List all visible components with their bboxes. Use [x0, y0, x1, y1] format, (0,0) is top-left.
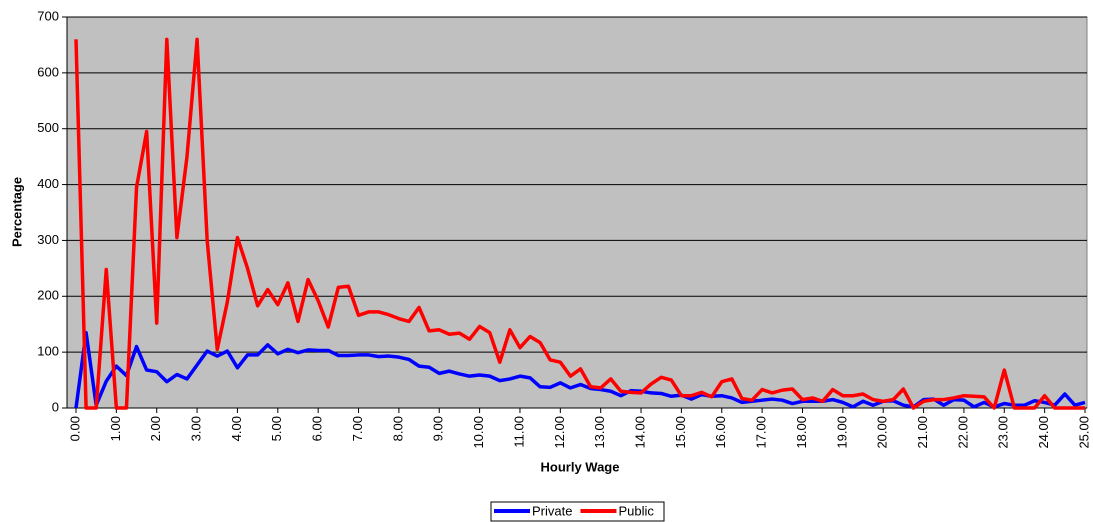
x-tick-label: 5.00: [269, 416, 284, 441]
plot-area: [66, 16, 1088, 409]
x-tick-label: 18.00: [794, 416, 809, 449]
x-tick-label: 14.00: [632, 416, 647, 449]
x-tick-label: 24.00: [1036, 416, 1051, 449]
x-tick-label: 13.00: [592, 416, 607, 449]
x-tick-label: 22.00: [955, 416, 970, 449]
x-tick-label: 16.00: [713, 416, 728, 449]
x-tick-label: 12.00: [552, 416, 567, 449]
x-tick-label: 11.00: [511, 416, 526, 448]
x-tick-label: 15.00: [673, 416, 688, 449]
y-tick-label: 200: [37, 288, 59, 303]
x-tick-label: 19.00: [834, 416, 849, 449]
x-tick-label: 21.00: [915, 416, 930, 449]
x-tick-label: 1.00: [108, 416, 123, 441]
y-tick-label: 600: [37, 64, 59, 79]
y-tick-label: 0: [52, 399, 59, 414]
line-series: [74, 37, 1085, 410]
x-axis-title: Hourly Wage: [541, 459, 620, 474]
x-tick-label: 6.00: [310, 416, 325, 441]
y-axis-title: Percentage: [9, 177, 24, 247]
legend: [490, 501, 665, 522]
x-tick-label: 8.00: [390, 416, 405, 441]
y-tick-label: 400: [37, 176, 59, 191]
x-tick-label: 17.00: [754, 416, 769, 449]
x-tick-label: 2.00: [148, 416, 163, 441]
x-tick-label: 25.00: [1076, 416, 1091, 449]
x-tick-label: 4.00: [229, 416, 244, 441]
x-tick-label: 7.00: [350, 416, 365, 441]
x-tick-label: 3.00: [189, 416, 204, 441]
x-tick-label: 0.00: [67, 416, 82, 441]
y-tick-label: 500: [37, 120, 59, 135]
x-tick-label: 10.00: [471, 416, 486, 449]
legend-label: Private: [532, 503, 572, 518]
x-tick-label: 23.00: [996, 416, 1011, 449]
y-tick-label: 700: [37, 8, 59, 23]
y-tick-label: 300: [37, 232, 59, 247]
x-tick-label: 9.00: [431, 416, 446, 441]
y-tick-label: 100: [37, 344, 59, 359]
x-tick-label: 20.00: [875, 416, 890, 449]
legend-label: Public: [618, 503, 654, 518]
